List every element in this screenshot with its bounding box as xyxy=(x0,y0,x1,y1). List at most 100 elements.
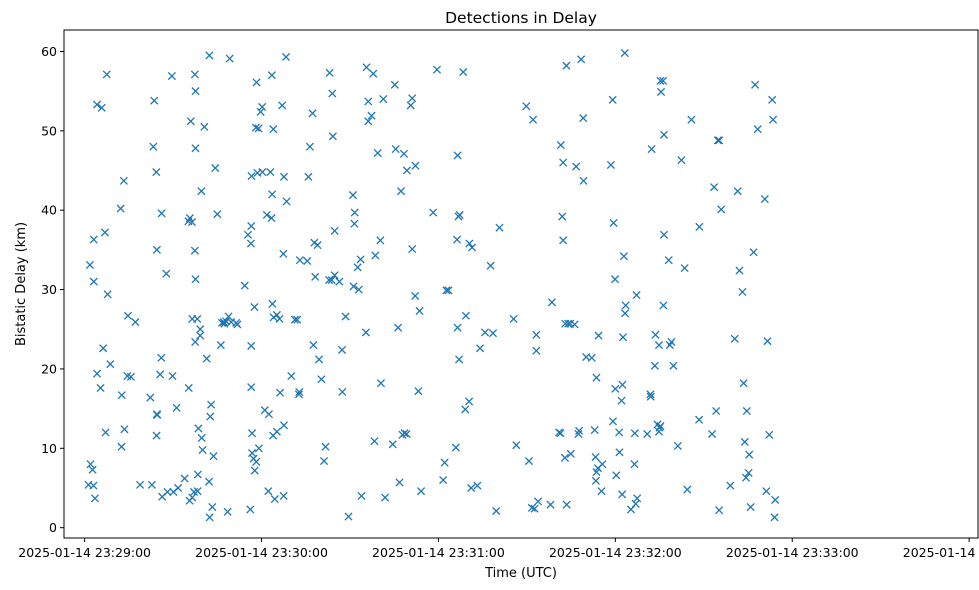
data-point xyxy=(475,344,485,353)
data-point xyxy=(608,417,618,426)
data-point xyxy=(452,235,462,244)
data-point xyxy=(267,214,276,223)
data-point xyxy=(225,54,234,63)
data-point xyxy=(205,513,214,522)
data-point xyxy=(272,310,281,320)
data-point xyxy=(268,299,277,308)
y-tick-label: 0 xyxy=(49,520,57,535)
data-point xyxy=(395,478,404,487)
data-point xyxy=(651,330,660,339)
data-point xyxy=(136,480,145,489)
data-point xyxy=(512,441,521,450)
data-point xyxy=(200,122,209,131)
data-point xyxy=(733,187,742,196)
data-point xyxy=(451,443,460,452)
data-point xyxy=(157,353,166,362)
data-point xyxy=(190,246,199,255)
data-point xyxy=(102,70,111,79)
data-point xyxy=(349,282,358,291)
data-point xyxy=(304,172,313,181)
data-point xyxy=(707,429,717,439)
data-point xyxy=(683,485,692,494)
data-point xyxy=(534,497,543,506)
data-point xyxy=(408,245,417,254)
data-point xyxy=(465,239,474,248)
data-point xyxy=(350,219,359,228)
data-point xyxy=(348,191,358,200)
data-point xyxy=(357,491,366,500)
data-point xyxy=(350,208,359,217)
data-point xyxy=(194,424,203,433)
data-point xyxy=(402,166,411,175)
data-point xyxy=(527,503,536,512)
data-point xyxy=(97,103,106,112)
data-point xyxy=(328,132,337,141)
data-point xyxy=(364,117,373,126)
data-point xyxy=(330,226,339,235)
data-point xyxy=(480,328,490,337)
data-point xyxy=(208,502,217,512)
data-point xyxy=(254,444,263,453)
data-point xyxy=(612,471,621,480)
data-point xyxy=(276,388,285,397)
data-point xyxy=(455,210,464,220)
data-point xyxy=(618,333,628,342)
data-point xyxy=(319,456,329,466)
data-point xyxy=(216,341,225,350)
data-point xyxy=(188,493,197,502)
data-point xyxy=(207,400,216,409)
data-point xyxy=(488,329,498,338)
data-point xyxy=(579,176,588,185)
y-tick-label: 60 xyxy=(41,44,57,59)
data-point xyxy=(246,239,255,248)
data-point xyxy=(86,460,95,469)
data-point xyxy=(96,383,105,393)
data-point xyxy=(630,460,639,469)
data-point xyxy=(247,171,256,181)
data-point xyxy=(763,337,772,346)
data-point xyxy=(669,361,678,370)
data-point xyxy=(205,477,214,486)
data-point xyxy=(381,493,390,502)
data-point xyxy=(89,481,98,490)
chart-title: Detections in Delay xyxy=(445,9,597,27)
data-point xyxy=(335,277,344,286)
data-point xyxy=(279,249,288,258)
data-point xyxy=(341,312,350,321)
data-point xyxy=(295,256,304,265)
data-point xyxy=(119,176,128,185)
data-point xyxy=(275,314,284,323)
data-point xyxy=(90,494,100,503)
data-point xyxy=(379,94,388,104)
data-point xyxy=(367,111,376,120)
data-point xyxy=(532,346,541,355)
data-point xyxy=(726,481,735,490)
data-point xyxy=(402,429,411,439)
data-point xyxy=(771,495,780,504)
data-point xyxy=(768,95,777,104)
data-point xyxy=(455,355,464,364)
data-point xyxy=(562,500,571,509)
data-point xyxy=(373,148,382,158)
data-point xyxy=(396,187,406,196)
data-point xyxy=(760,195,769,204)
data-point xyxy=(376,379,386,388)
data-point xyxy=(621,301,630,310)
data-point xyxy=(393,323,403,332)
data-point xyxy=(250,302,259,312)
x-tick-label: 2025-01-14 23:29:00 xyxy=(18,545,151,560)
data-point xyxy=(213,210,222,219)
data-point xyxy=(590,425,599,435)
data-point xyxy=(591,452,600,462)
data-point xyxy=(92,100,102,109)
data-point xyxy=(193,487,202,496)
x-tick-label: 2025-01-14 23:34:00 xyxy=(903,545,979,560)
data-point xyxy=(453,151,462,160)
data-point xyxy=(371,251,380,260)
data-point xyxy=(530,504,539,513)
data-point xyxy=(89,277,98,286)
data-point xyxy=(191,87,200,96)
data-point xyxy=(659,230,669,239)
data-point xyxy=(376,236,385,245)
